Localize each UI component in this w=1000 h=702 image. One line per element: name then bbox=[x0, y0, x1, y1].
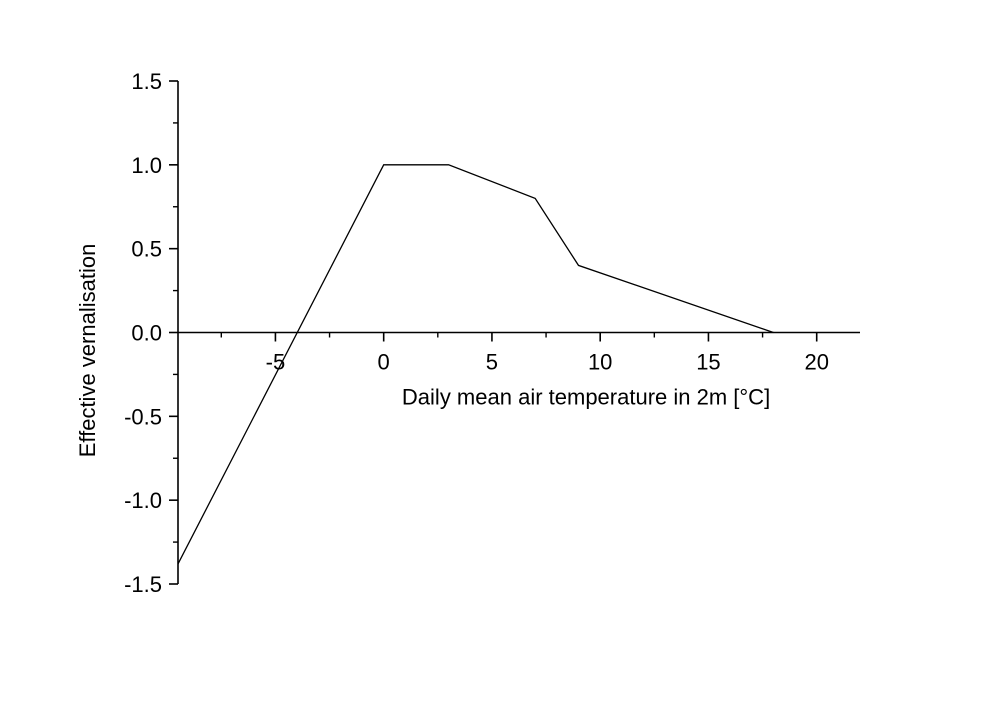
y-tick-label: 1.5 bbox=[131, 69, 162, 94]
y-tick-label: -1.5 bbox=[124, 572, 162, 597]
series-line bbox=[177, 164, 774, 565]
y-tick-label: -0.5 bbox=[124, 404, 162, 429]
y-axis-title: Effective vernalisation bbox=[75, 244, 100, 458]
y-tick-label: 0.5 bbox=[131, 237, 162, 262]
x-tick-label: -5 bbox=[266, 350, 286, 375]
y-tick-label: 0.0 bbox=[131, 321, 162, 346]
x-tick-label: 15 bbox=[696, 350, 720, 375]
labels: -1.5 -1.0 -0.5 0.0 0.5 1.0 1.5 -5 0 5 10 15 20 Daily … bbox=[75, 69, 829, 597]
x-tick-label: 0 bbox=[378, 350, 390, 375]
y-tick-label: -1.0 bbox=[124, 488, 162, 513]
x-axis-title: Daily mean air temperature in 2m [°C] bbox=[402, 385, 770, 410]
y-tick-label: 1.0 bbox=[131, 153, 162, 178]
axes bbox=[169, 80, 860, 585]
x-tick-label: 10 bbox=[588, 350, 612, 375]
x-tick-label: 5 bbox=[486, 350, 498, 375]
series bbox=[177, 164, 774, 565]
x-tick-label: 20 bbox=[804, 350, 828, 375]
